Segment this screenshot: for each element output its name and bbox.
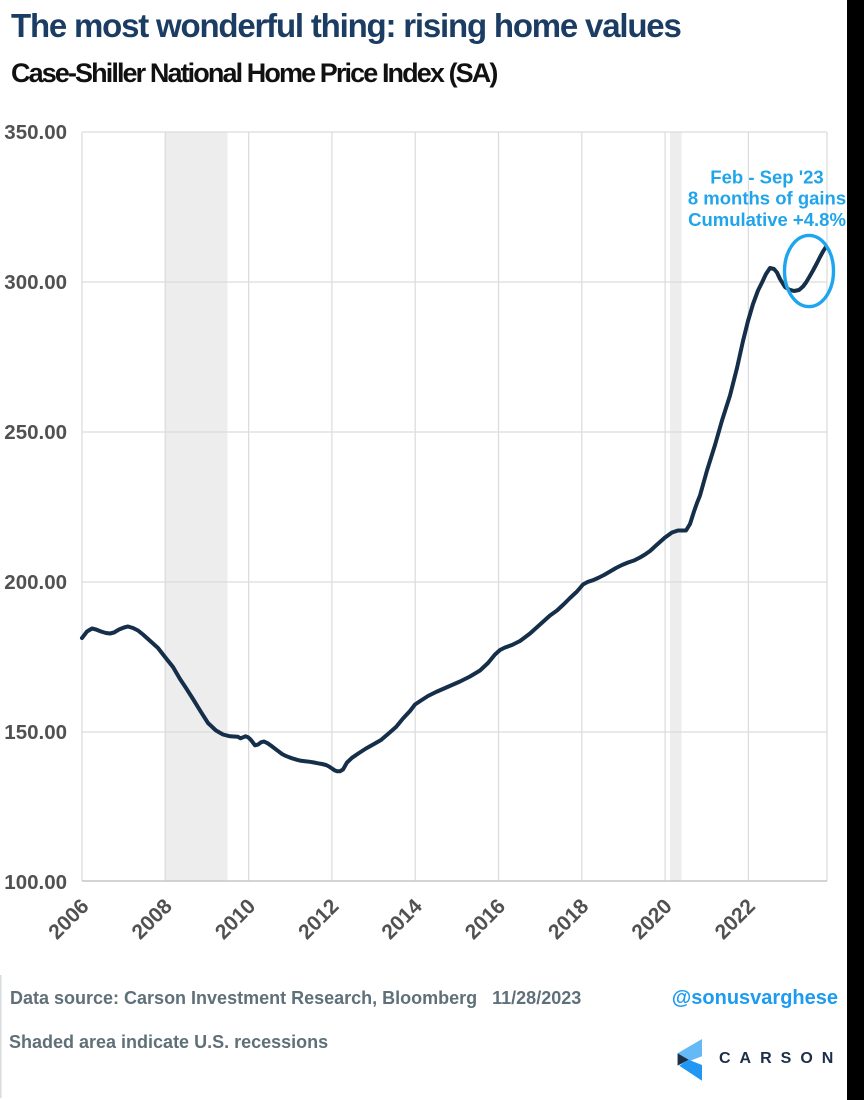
svg-text:250.00: 250.00 bbox=[4, 421, 67, 444]
svg-text:2020: 2020 bbox=[627, 895, 676, 944]
svg-text:8 months of gains: 8 months of gains bbox=[688, 188, 846, 209]
svg-text:2012: 2012 bbox=[294, 895, 343, 944]
svg-text:350.00: 350.00 bbox=[4, 121, 67, 144]
svg-text:2010: 2010 bbox=[211, 895, 260, 944]
svg-text:2006: 2006 bbox=[44, 895, 93, 944]
svg-text:2008: 2008 bbox=[128, 895, 178, 945]
svg-text:Cumulative +4.8%: Cumulative +4.8% bbox=[688, 209, 846, 230]
svg-text:300.00: 300.00 bbox=[4, 271, 67, 294]
svg-text:150.00: 150.00 bbox=[4, 721, 67, 744]
svg-text:2022: 2022 bbox=[711, 895, 760, 944]
svg-text:Feb - Sep '23: Feb - Sep '23 bbox=[710, 167, 823, 188]
svg-text:2018: 2018 bbox=[544, 895, 594, 945]
svg-text:200.00: 200.00 bbox=[4, 571, 67, 594]
svg-text:100.00: 100.00 bbox=[4, 871, 67, 894]
svg-text:2014: 2014 bbox=[377, 895, 427, 945]
svg-text:2016: 2016 bbox=[461, 895, 510, 944]
